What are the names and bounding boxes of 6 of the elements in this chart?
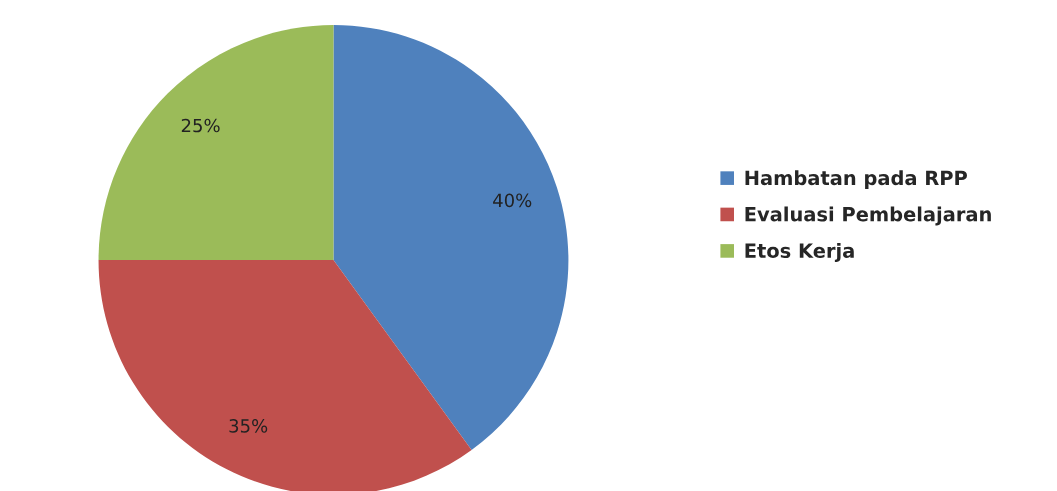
legend-label: Evaluasi Pembelajaran xyxy=(745,206,991,226)
legend-label: Hambatan pada RPP xyxy=(745,170,967,189)
data-label: 40% xyxy=(493,193,532,208)
data-label: 25% xyxy=(181,118,220,133)
legend-label: Etos Kerja xyxy=(745,242,854,262)
data-label: 35% xyxy=(229,419,268,433)
